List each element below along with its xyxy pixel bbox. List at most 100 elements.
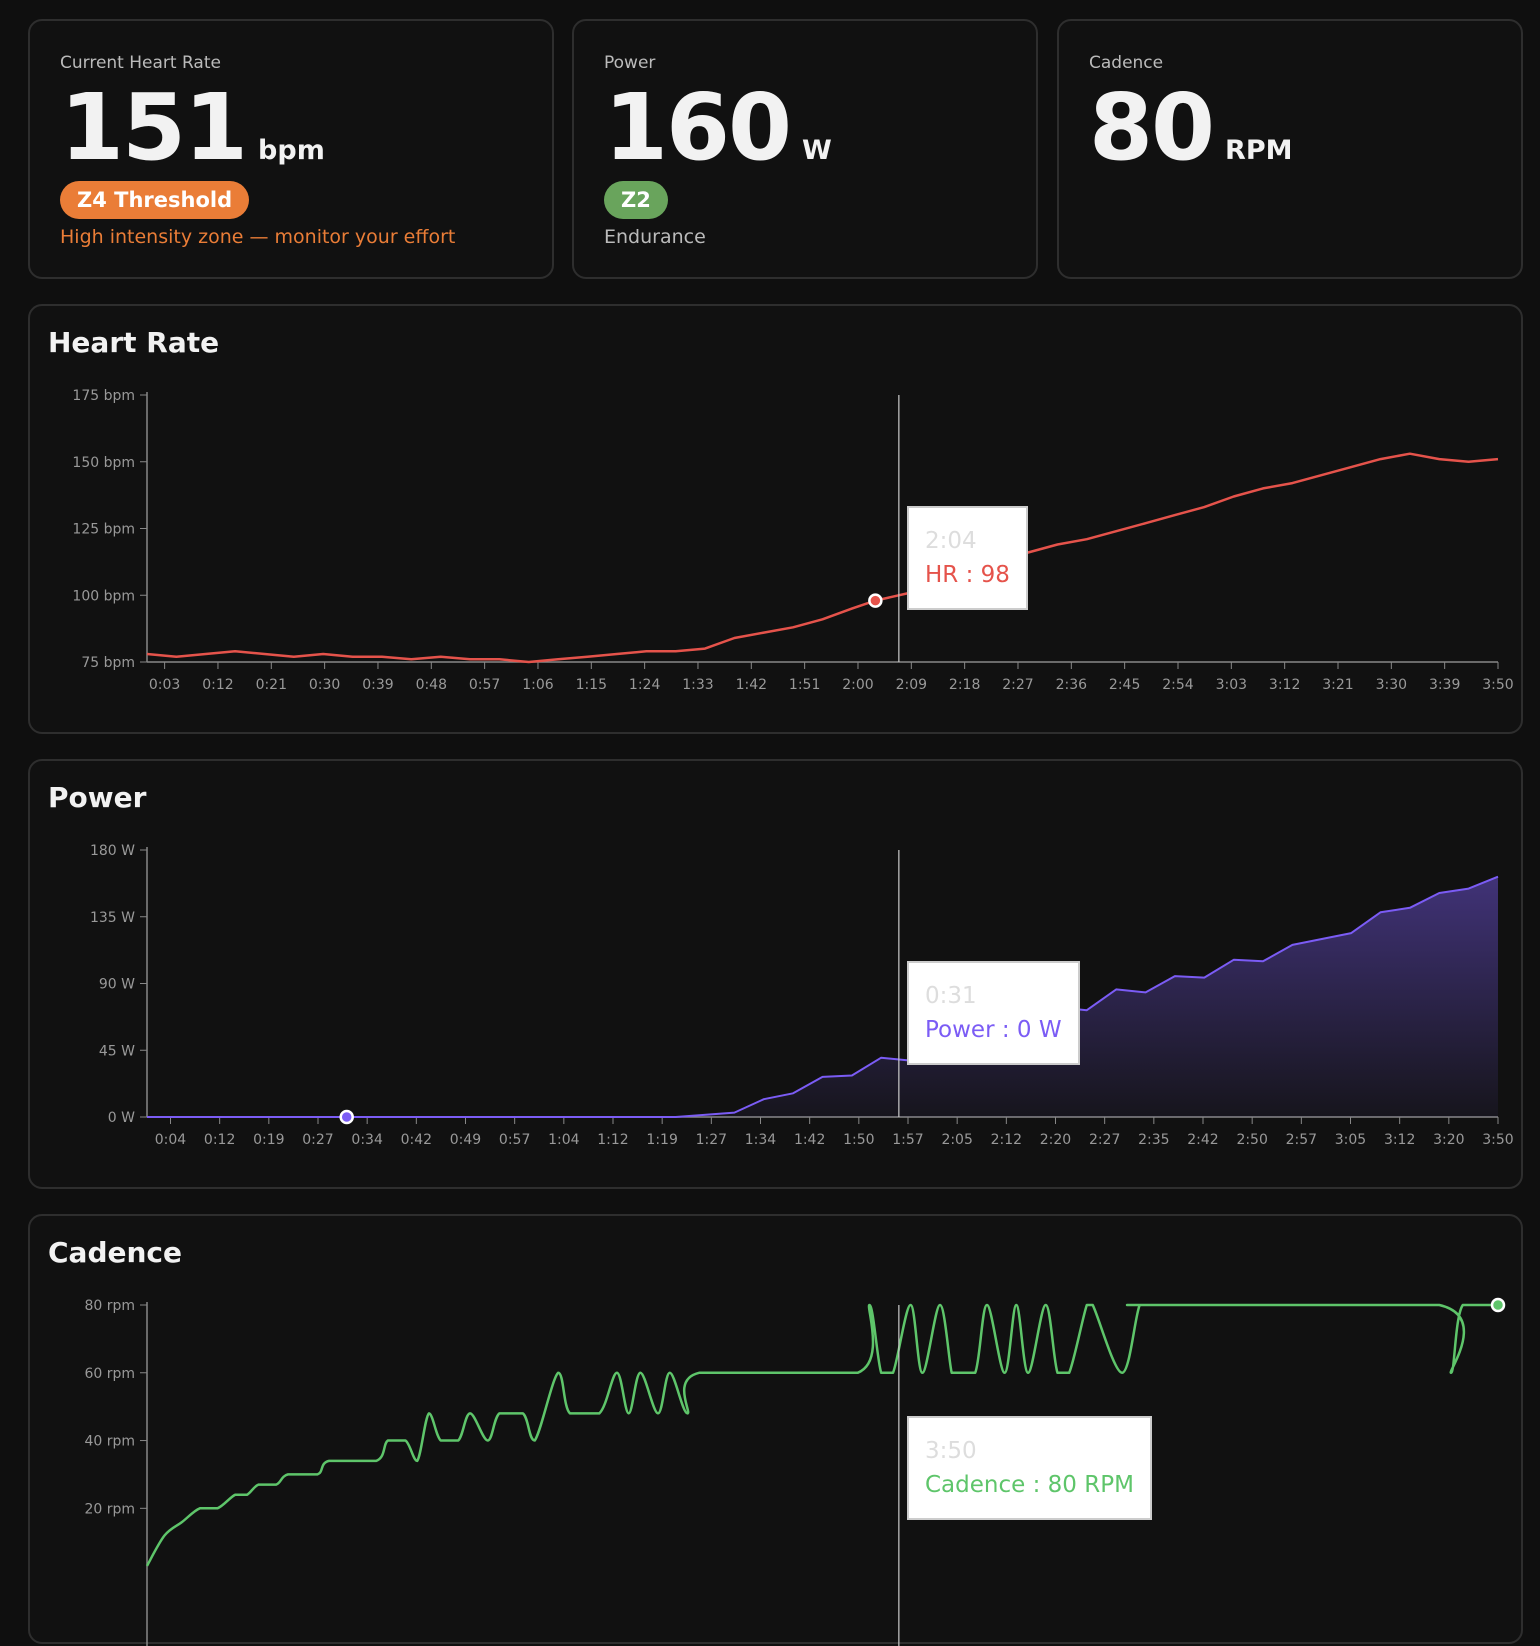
- x-tick-label: 3:12: [1384, 1132, 1415, 1148]
- x-tick-label: 0:03: [149, 677, 180, 693]
- x-tick-label: 0:39: [362, 677, 393, 693]
- x-tick-label: 0:57: [499, 1132, 530, 1148]
- x-tick-label: 3:50: [1482, 677, 1513, 693]
- active-point: [339, 1109, 354, 1125]
- x-tick-label: 1:24: [629, 677, 661, 693]
- x-tick-label: 1:33: [682, 677, 713, 693]
- power-area: [147, 876, 1498, 1117]
- heart-rate-value: 151 bpm: [60, 73, 325, 206]
- x-tick-label: 3:05: [1335, 1132, 1366, 1148]
- heart-rate-chart[interactable]: 75 bpm 100 bpm 125 bpm 150 bpm 175 bpm 0:03 0:…: [30, 306, 1525, 736]
- active-point: [1490, 1297, 1506, 1313]
- x-tick-label: 1:34: [745, 1132, 777, 1148]
- y-tick-label: 180 W: [90, 843, 135, 859]
- cadence-unit: RPM: [1225, 135, 1293, 166]
- x-tick-label: 0:42: [401, 1132, 432, 1148]
- tooltip-value: Power : 0 W: [925, 1017, 1062, 1043]
- power-chart-title: Power: [48, 781, 147, 814]
- heart-rate-card: Current Heart Rate 151 bpm Z4 Threshold H…: [28, 19, 554, 279]
- y-tick-label: 40 rpm: [84, 1434, 135, 1450]
- x-tick-label: 2:35: [1138, 1132, 1169, 1148]
- x-tick-label: 0:30: [309, 677, 340, 693]
- cadence-chart-card: Cadence 20 rpm 40 rpm 60 rpm 80 rpm 3:50 Cad…: [28, 1214, 1525, 1646]
- x-tick-label: 0:27: [302, 1132, 333, 1148]
- tooltip-time: 0:31: [925, 983, 977, 1009]
- x-tick-label: 1:06: [522, 677, 554, 693]
- y-tick-label: 135 W: [90, 910, 135, 926]
- cadence-chart[interactable]: 20 rpm 40 rpm 60 rpm 80 rpm: [30, 1216, 1525, 1646]
- x-tick-label: 0:04: [155, 1132, 187, 1148]
- series-line: [146, 452, 1499, 664]
- y-tick-label: 80 rpm: [84, 1298, 135, 1314]
- heart-rate-unit: bpm: [258, 135, 325, 166]
- x-tick-label: 0:57: [469, 677, 500, 693]
- power-chart-card: Power 0 W 45 W 90 W 135 W 180 W 0:04 0:12 0:19 0…: [28, 759, 1523, 1189]
- x-tick-label: 2:27: [1089, 1132, 1120, 1148]
- x-tick-label: 0:49: [450, 1132, 481, 1148]
- x-tick-label: 0:34: [351, 1132, 383, 1148]
- heart-rate-zone-note: High intensity zone — monitor your effor…: [60, 226, 456, 248]
- y-tick-label: 150 bpm: [72, 455, 135, 471]
- y-tick-label: 175 bpm: [72, 388, 135, 404]
- active-point: [868, 593, 883, 608]
- cadence-label: Cadence: [1089, 53, 1164, 73]
- power-zone-note: Endurance: [604, 226, 706, 248]
- x-tick-label: 2:05: [941, 1132, 972, 1148]
- x-tick-label: 3:12: [1269, 677, 1300, 693]
- x-tick-label: 3:30: [1376, 677, 1407, 693]
- x-tick-label: 2:09: [896, 677, 927, 693]
- x-tick-label: 2:00: [842, 677, 873, 693]
- x-tick-label: 3:03: [1216, 677, 1247, 693]
- x-tick-label: 2:45: [1109, 677, 1140, 693]
- power-card: Power 160 W Z2 Endurance: [572, 19, 1038, 279]
- x-tick-label: 0:12: [204, 1132, 235, 1148]
- heart-rate-zone-badge: Z4 Threshold: [60, 181, 250, 219]
- x-tick-label: 1:51: [789, 677, 820, 693]
- heart-rate-tooltip: 2:04 HR : 98: [907, 506, 1028, 610]
- x-tick-label: 3:20: [1433, 1132, 1464, 1148]
- x-tick-label: 2:20: [1040, 1132, 1071, 1148]
- y-tick-label: 20 rpm: [84, 1501, 135, 1517]
- x-tick-label: 2:18: [949, 677, 980, 693]
- power-zone-badge: Z2: [604, 181, 668, 219]
- y-tick-label: 75 bpm: [81, 655, 135, 671]
- tooltip-time: 2:04: [925, 528, 977, 554]
- x-tick-label: 0:21: [256, 677, 287, 693]
- heart-rate-label: Current Heart Rate: [60, 53, 221, 73]
- power-chart[interactable]: 0 W 45 W 90 W 135 W 180 W 0:04 0:12 0:19 0:27 0:3…: [30, 761, 1525, 1191]
- cadence-card: Cadence 80 RPM: [1057, 19, 1523, 279]
- x-tick-label: 1:50: [843, 1132, 874, 1148]
- x-tick-label: 3:21: [1322, 677, 1353, 693]
- x-tick-label: 3:39: [1429, 677, 1460, 693]
- tooltip-value: HR : 98: [925, 562, 1010, 588]
- heart-rate-chart-title: Heart Rate: [48, 326, 220, 359]
- cadence-chart-title: Cadence: [48, 1236, 182, 1269]
- power-tooltip: 0:31 Power : 0 W: [907, 961, 1080, 1065]
- y-tick-label: 100 bpm: [72, 588, 135, 604]
- cadence-value: 80 RPM: [1089, 73, 1292, 206]
- cadence-tooltip: 3:50 Cadence : 80 RPM: [907, 1416, 1152, 1520]
- x-tick-label: 1:42: [794, 1132, 825, 1148]
- x-tick-label: 2:12: [991, 1132, 1022, 1148]
- x-tick-label: 2:27: [1002, 677, 1033, 693]
- x-tick-label: 2:57: [1286, 1132, 1317, 1148]
- tooltip-time: 3:50: [925, 1438, 977, 1464]
- y-tick-label: 125 bpm: [72, 522, 135, 538]
- cadence-number: 80: [1089, 74, 1215, 181]
- x-tick-label: 1:57: [892, 1132, 923, 1148]
- x-tick-label: 1:15: [576, 677, 607, 693]
- x-tick-label: 1:04: [548, 1132, 580, 1148]
- x-tick-label: 0:48: [416, 677, 447, 693]
- y-tick-label: 0 W: [108, 1110, 135, 1126]
- x-tick-label: 1:42: [736, 677, 767, 693]
- y-tick-label: 90 W: [99, 977, 135, 993]
- x-tick-label: 1:19: [646, 1132, 677, 1148]
- power-label: Power: [604, 53, 656, 73]
- power-value: 160 W: [604, 73, 832, 206]
- heart-rate-chart-card: Heart Rate 75 bpm 100 bpm 125 bpm 150 bpm 17…: [28, 304, 1523, 734]
- power-number: 160: [604, 74, 792, 181]
- power-unit: W: [802, 135, 832, 166]
- x-tick-label: 2:42: [1187, 1132, 1218, 1148]
- x-tick-label: 1:27: [696, 1132, 727, 1148]
- y-tick-label: 60 rpm: [84, 1366, 135, 1382]
